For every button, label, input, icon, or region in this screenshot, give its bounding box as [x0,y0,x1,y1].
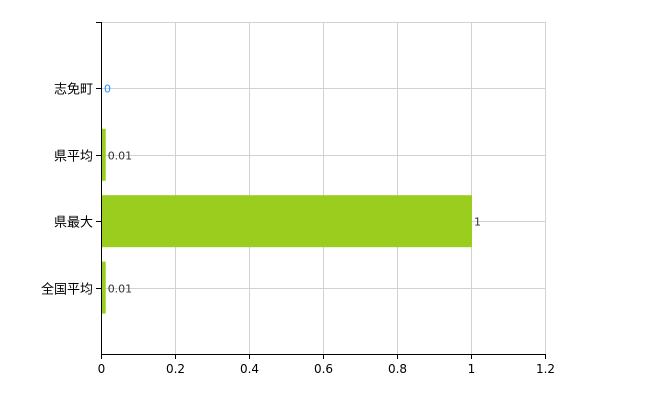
category-label: 県最大 [54,216,93,231]
category-label: 県平均 [54,150,93,165]
x-tick-label: 0.2 [166,362,185,376]
x-tick-label: 0.8 [388,362,407,376]
x-tick-label: 0 [98,362,106,376]
data-label: 0.01 [108,283,133,296]
x-tick-label: 1 [468,362,476,376]
x-tick-label: 1.2 [536,362,555,376]
bar [102,261,106,314]
grid [101,22,546,354]
bar [102,195,472,248]
axes [96,22,546,359]
x-tick-label: 0.4 [240,362,259,376]
data-label: 0 [104,83,111,96]
bar [102,128,106,181]
bars [102,128,472,314]
category-label: 全国平均 [41,282,93,298]
labels: 0 0.2 0.4 0.6 0.8 1 1.2 志免町 0 県平均 0.01 県最大 1 全国平均 0.01 [41,83,555,377]
data-label: 1 [474,216,481,229]
data-label: 0.01 [108,150,133,163]
category-label: 志免町 [54,83,93,98]
x-tick-label: 0.6 [314,362,333,376]
